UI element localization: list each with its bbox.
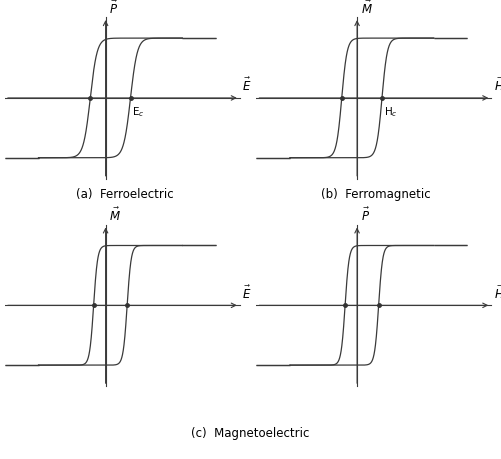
Text: $\vec{P}$: $\vec{P}$ — [109, 0, 119, 17]
Text: $\vec{E}$: $\vec{E}$ — [242, 77, 252, 94]
Text: $\vec{H}$: $\vec{H}$ — [493, 77, 501, 94]
Text: (a)  Ferroelectric: (a) Ferroelectric — [76, 188, 173, 201]
Text: (b)  Ferromagnetic: (b) Ferromagnetic — [322, 188, 431, 201]
Text: (c)  Magnetoelectric: (c) Magnetoelectric — [191, 426, 310, 440]
Text: H$_c$: H$_c$ — [384, 105, 398, 118]
Text: E$_c$: E$_c$ — [132, 105, 145, 118]
Text: $\vec{E}$: $\vec{E}$ — [242, 284, 252, 301]
Text: $\vec{M}$: $\vec{M}$ — [361, 0, 373, 17]
Text: $\vec{H}$: $\vec{H}$ — [493, 284, 501, 301]
Text: $\vec{P}$: $\vec{P}$ — [361, 207, 370, 224]
Text: $\vec{M}$: $\vec{M}$ — [109, 207, 121, 224]
